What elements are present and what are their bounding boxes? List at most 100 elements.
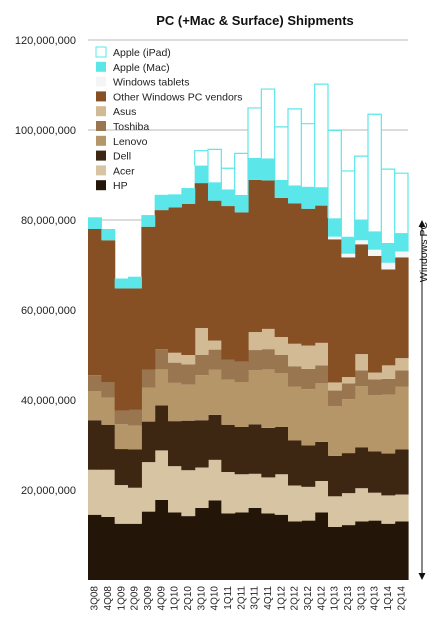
x-tick-label: 2Q10 — [183, 586, 194, 611]
area-segment — [168, 194, 182, 208]
windows-pc-bracket: Windows PC — [418, 220, 430, 580]
area-segment — [248, 157, 262, 180]
area-segment — [234, 382, 249, 427]
area-segment — [274, 179, 289, 198]
y-tick-label: 120,000,000 — [15, 35, 76, 47]
area-segment — [314, 365, 329, 384]
area-segment — [114, 288, 129, 411]
area-segment — [368, 256, 382, 373]
area-segment — [381, 394, 396, 454]
area-segment — [368, 379, 382, 396]
area-segment — [141, 369, 156, 388]
area-segment — [194, 150, 208, 166]
area-segment — [168, 466, 182, 513]
area-segment — [394, 370, 409, 387]
legend-swatch — [96, 121, 106, 131]
area-segment — [301, 486, 316, 521]
x-tick-label: 1Q14 — [383, 586, 394, 611]
area-segment — [101, 229, 116, 241]
area-segment — [381, 242, 396, 263]
area-segment — [354, 354, 369, 371]
area-segment — [101, 469, 116, 517]
area-segment — [248, 332, 262, 351]
area-segment — [261, 328, 276, 350]
area-segment — [128, 449, 142, 488]
area-segment — [341, 399, 356, 454]
area-segment — [288, 108, 302, 186]
area-segment — [301, 368, 316, 390]
area-segment — [328, 239, 342, 383]
area-segment — [194, 375, 209, 421]
series-acer — [88, 450, 409, 527]
area-segment — [128, 276, 142, 289]
area-segment — [288, 203, 302, 344]
area-segment — [141, 226, 156, 370]
area-segment — [128, 288, 142, 410]
x-tick-label: 3Q12 — [303, 586, 314, 611]
legend-label: Apple (iPad) — [113, 47, 171, 59]
area-segment — [128, 409, 142, 426]
area-segment — [301, 520, 316, 580]
area-segment — [301, 186, 316, 209]
area-segment — [208, 414, 222, 460]
area-segment — [301, 389, 316, 446]
area-segment — [101, 240, 116, 382]
area-segment — [288, 521, 302, 580]
area-segment — [341, 493, 356, 526]
area-segment — [381, 453, 396, 496]
legend-label: Asus — [113, 106, 136, 118]
area-segment — [194, 420, 209, 468]
y-tick-label: 20,000,000 — [21, 485, 76, 497]
area-segment — [194, 355, 209, 376]
area-segment — [341, 525, 356, 580]
area-segment — [248, 350, 262, 371]
area-segment — [301, 123, 315, 187]
area-segment — [234, 153, 248, 195]
area-segment — [221, 359, 236, 380]
area-segment — [168, 362, 182, 383]
area-segment — [88, 217, 102, 229]
area-segment — [114, 523, 129, 580]
area-segment — [314, 481, 329, 513]
area-segment — [208, 340, 222, 350]
area-segment — [101, 424, 116, 470]
area-segment — [288, 485, 302, 522]
x-tick-label: 3Q10 — [196, 586, 207, 611]
x-tick-label: 1Q12 — [276, 586, 287, 611]
y-tick-label: 40,000,000 — [21, 395, 76, 407]
area-segment — [248, 508, 262, 580]
ipad-outline — [194, 83, 409, 243]
area-segment — [328, 390, 342, 407]
legend-swatch — [96, 165, 106, 176]
area-segment — [181, 470, 196, 517]
area-segment — [288, 366, 302, 387]
legend: Apple (iPad) Apple (Mac) Windows tablets Ot… — [95, 46, 243, 192]
area-segment — [234, 474, 249, 513]
area-segment — [328, 496, 342, 527]
x-tick-label: 2Q14 — [396, 586, 407, 611]
area-segment — [194, 165, 209, 184]
area-segment — [221, 189, 236, 207]
area-segment — [354, 156, 368, 220]
area-segment — [328, 406, 342, 456]
area-segment — [274, 514, 289, 580]
area-segment — [341, 236, 356, 254]
area-segment — [88, 229, 102, 376]
area-segment — [181, 203, 196, 355]
area-segment — [341, 453, 356, 494]
series-asus — [168, 328, 409, 391]
area-segment — [101, 397, 116, 425]
x-tick-label: 2Q12 — [290, 586, 301, 611]
area-segment — [274, 373, 289, 427]
legend-swatch — [96, 91, 106, 102]
area-segment — [261, 513, 276, 580]
series-dell — [88, 405, 409, 497]
area-segment — [354, 521, 369, 580]
bracket-arrow-top — [418, 220, 426, 227]
x-tick-label: 4Q11 — [263, 586, 274, 610]
area-segment — [221, 424, 236, 472]
area-segment — [114, 278, 129, 289]
area-segment — [341, 377, 356, 384]
area-segment — [261, 158, 276, 181]
area-segment — [181, 188, 196, 204]
